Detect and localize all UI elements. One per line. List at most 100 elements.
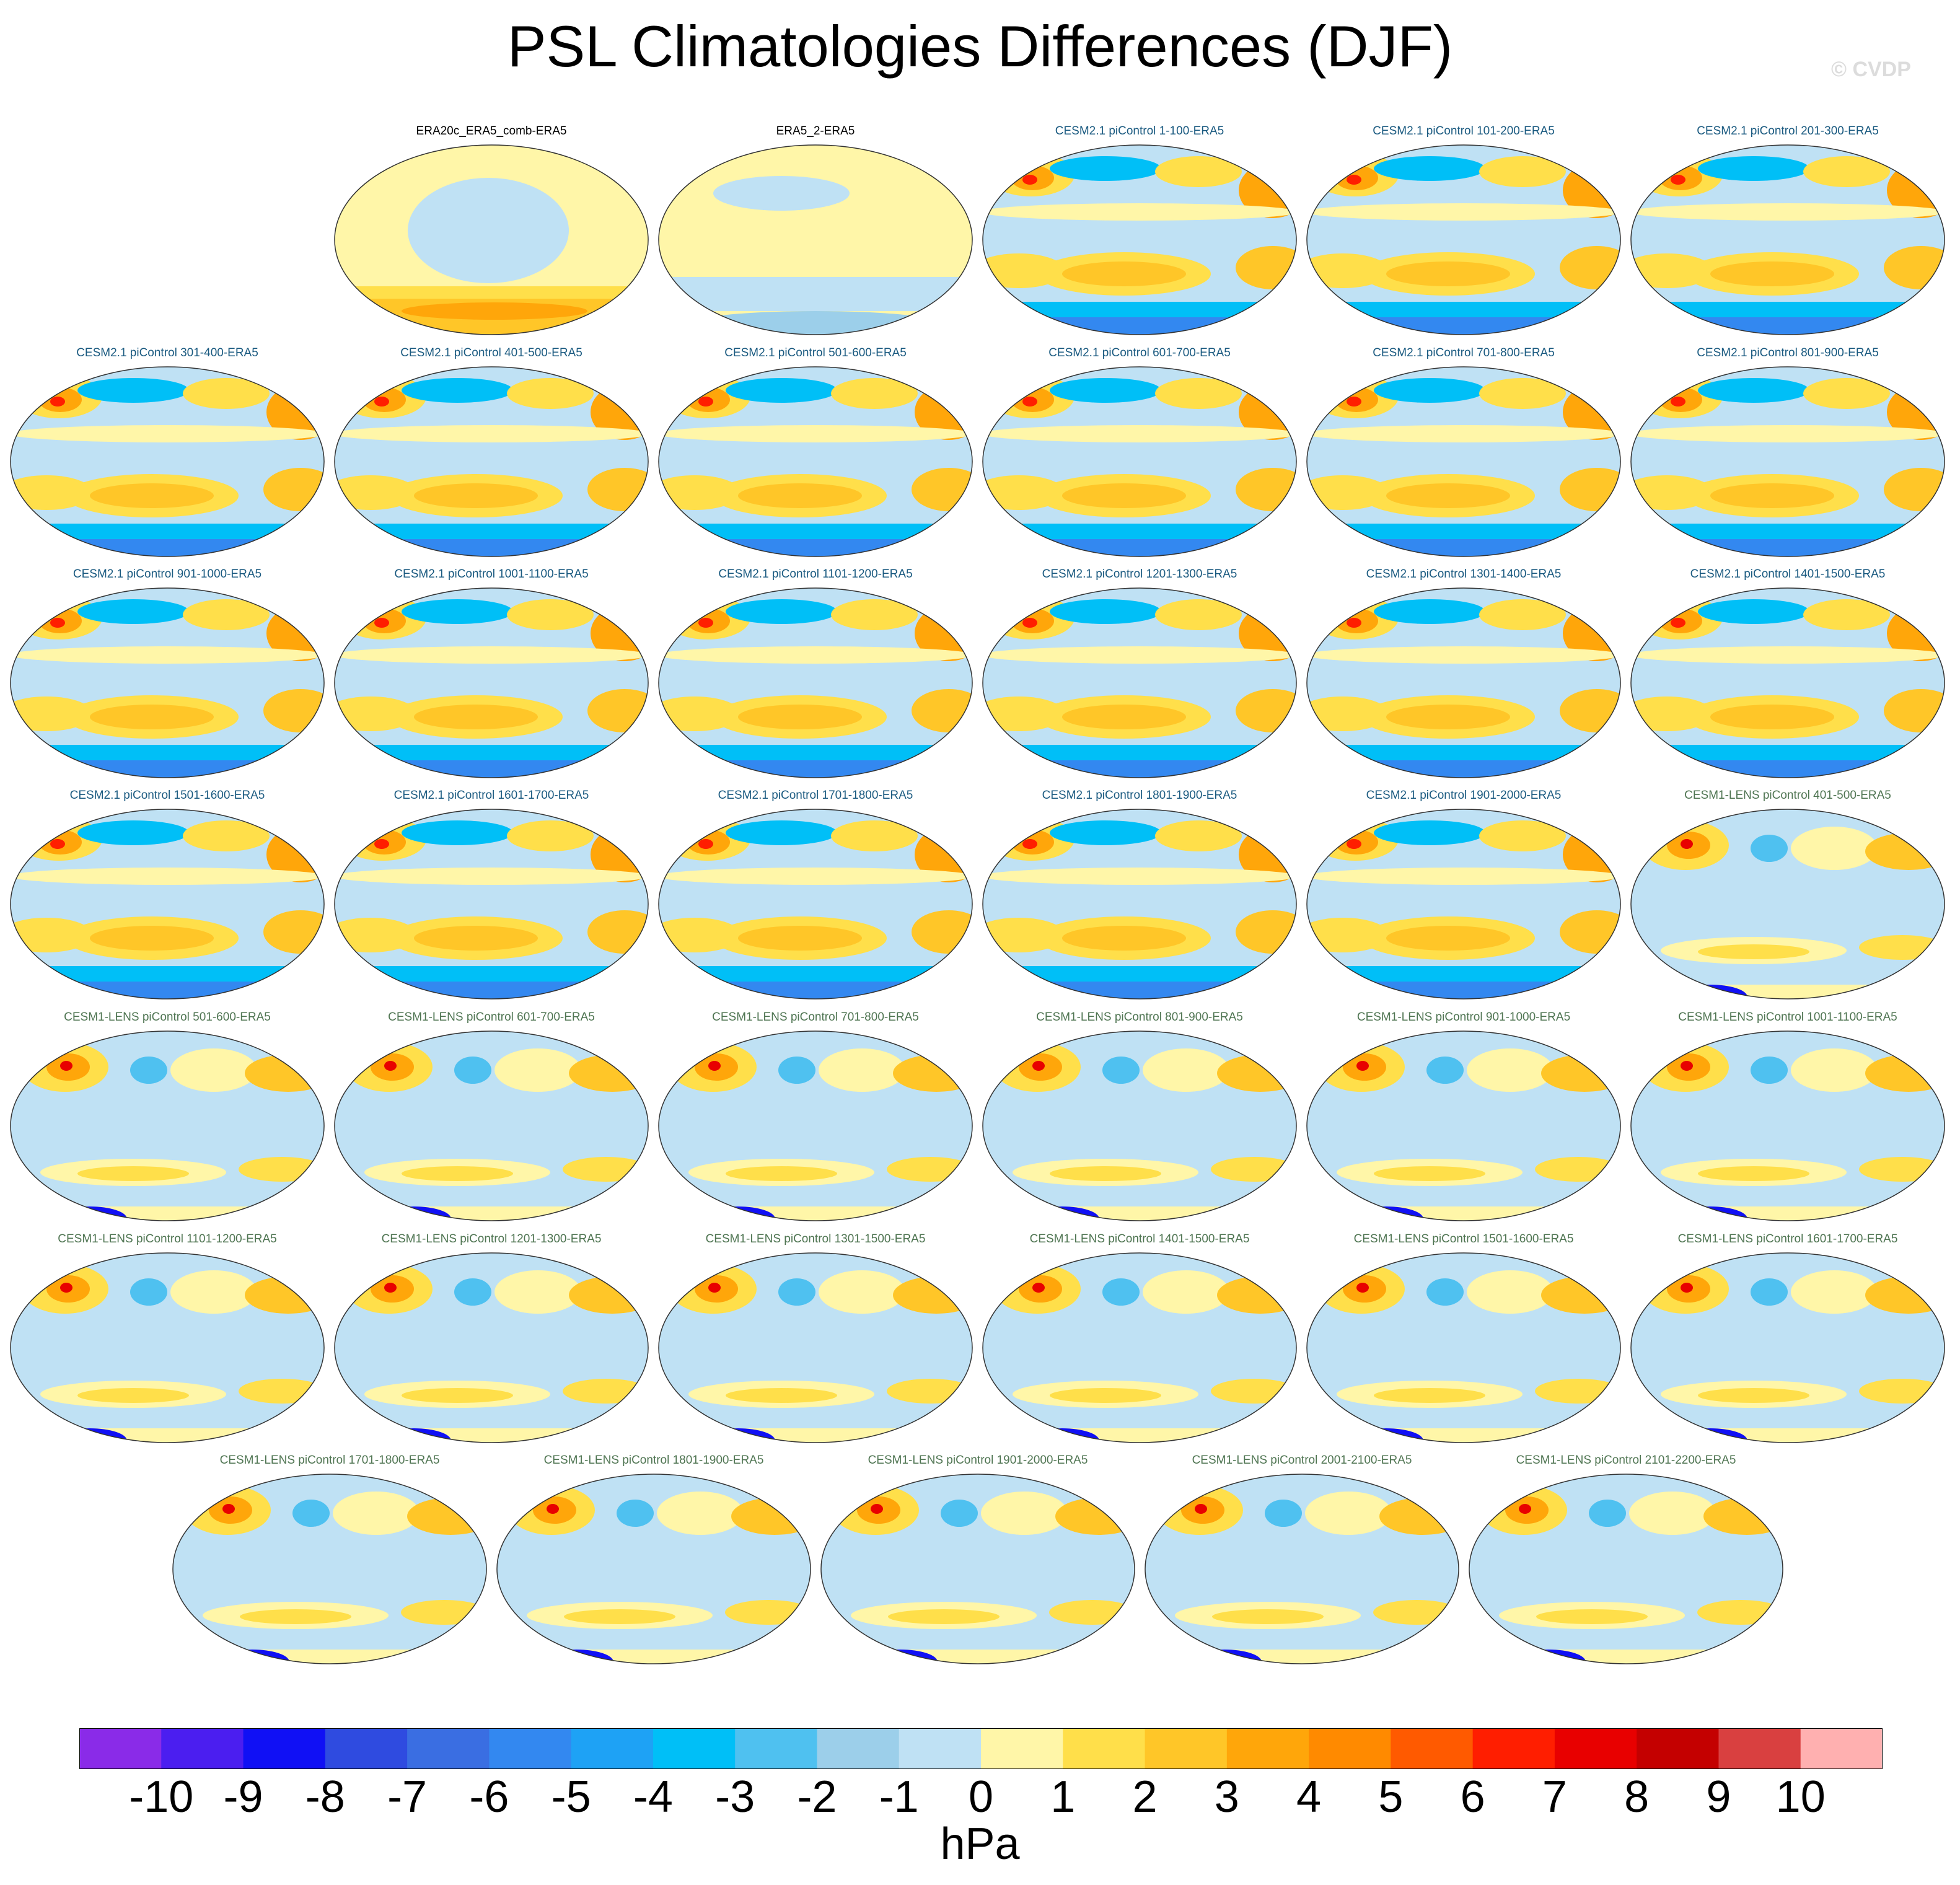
map-panel: ERA5_2-ERA5 (657, 124, 973, 338)
map-panel-title: CESM1-LENS piControl 501-600-ERA5 (64, 1011, 271, 1024)
map-panel: CESM2.1 piControl 801-900-ERA5 (1630, 346, 1946, 560)
map-panel: CESM2.1 piControl 1-100-ERA5 (982, 124, 1298, 338)
map-panel-title: CESM1-LENS piControl 2001-2100-ERA5 (1192, 1454, 1412, 1467)
map-panel: CESM1-LENS piControl 1601-1700-ERA5 (1630, 1232, 1946, 1446)
map-panel: CESM1-LENS piControl 1201-1300-ERA5 (333, 1232, 649, 1446)
map-panel: CESM2.1 piControl 501-600-ERA5 (657, 346, 973, 560)
map-panel-title: CESM1-LENS piControl 1501-1600-ERA5 (1353, 1232, 1574, 1246)
map-panel-title: CESM2.1 piControl 1801-1900-ERA5 (1042, 789, 1237, 802)
world-map (1306, 809, 1621, 1000)
world-map (658, 809, 973, 1000)
colorbar-tick-label: -10 (129, 1772, 194, 1822)
map-panel: CESM2.1 piControl 1801-1900-ERA5 (982, 788, 1298, 1002)
map-panel-title: CESM2.1 piControl 1001-1100-ERA5 (394, 568, 589, 581)
map-panel: CESM2.1 piControl 201-300-ERA5 (1630, 124, 1946, 338)
colorbar-units: hPa (940, 1819, 1020, 1869)
map-panel-title: CESM1-LENS piControl 1001-1100-ERA5 (1678, 1011, 1897, 1024)
colorbar-tick-label: -7 (387, 1772, 428, 1822)
map-panel: CESM2.1 piControl 1901-2000-ERA5 (1306, 788, 1622, 1002)
map-panel-title: CESM2.1 piControl 901-1000-ERA5 (73, 568, 262, 581)
world-map (982, 144, 1297, 335)
map-panel-title: CESM2.1 piControl 101-200-ERA5 (1373, 125, 1555, 138)
world-map (658, 1252, 973, 1443)
colorbar-swatch (1226, 1728, 1309, 1769)
world-map (658, 1030, 973, 1221)
colorbar-tick-label: -9 (223, 1772, 263, 1822)
world-map (334, 587, 649, 778)
colorbar-swatch (899, 1728, 982, 1769)
map-panel: CESM2.1 piControl 1601-1700-ERA5 (333, 788, 649, 1002)
colorbar-tick-label: -5 (551, 1772, 591, 1822)
map-panel-title: CESM1-LENS piControl 1701-1800-ERA5 (219, 1454, 440, 1467)
world-map (1306, 587, 1621, 778)
world-map (1306, 1252, 1621, 1443)
map-panel: CESM2.1 piControl 1301-1400-ERA5 (1306, 567, 1622, 781)
colorbar-swatch (325, 1728, 408, 1769)
map-panel-title: CESM1-LENS piControl 1401-1500-ERA5 (1029, 1232, 1250, 1246)
world-map (658, 144, 973, 335)
colorbar-tick-label: 1 (1050, 1772, 1076, 1822)
colorbar-tick-label: 7 (1542, 1772, 1567, 1822)
map-panel: CESM1-LENS piControl 701-800-ERA5 (657, 1010, 973, 1224)
map-panel: CESM1-LENS piControl 501-600-ERA5 (9, 1010, 325, 1224)
map-panel: CESM1-LENS piControl 401-500-ERA5 (1630, 788, 1946, 1002)
colorbar-swatch (981, 1728, 1063, 1769)
colorbar-swatch (1391, 1728, 1474, 1769)
map-panel-title: CESM1-LENS piControl 601-700-ERA5 (388, 1011, 595, 1024)
map-panel: CESM1-LENS piControl 1401-1500-ERA5 (982, 1232, 1298, 1446)
map-panel-title: CESM1-LENS piControl 701-800-ERA5 (712, 1011, 919, 1024)
map-panel: CESM2.1 piControl 1001-1100-ERA5 (333, 567, 649, 781)
world-map (982, 1030, 1297, 1221)
colorbar-swatch (1309, 1728, 1391, 1769)
map-panel-title: CESM1-LENS piControl 1601-1700-ERA5 (1677, 1232, 1898, 1246)
map-panel-title: CESM1-LENS piControl 401-500-ERA5 (1684, 789, 1891, 802)
colorbar-tick-label: -1 (879, 1772, 919, 1822)
map-panel-title: ERA20c_ERA5_comb-ERA5 (416, 125, 567, 138)
map-panel-title: CESM2.1 piControl 601-700-ERA5 (1048, 346, 1231, 359)
world-map (1630, 1030, 1945, 1221)
map-panel-title: ERA5_2-ERA5 (776, 125, 855, 138)
map-panel: ERA20c_ERA5_comb-ERA5 (333, 124, 649, 338)
map-panel-title: CESM1-LENS piControl 801-900-ERA5 (1036, 1011, 1243, 1024)
map-panel: CESM1-LENS piControl 1001-1100-ERA5 (1630, 1010, 1946, 1224)
map-panel-title: CESM2.1 piControl 1701-1800-ERA5 (718, 789, 913, 802)
world-map (1630, 144, 1945, 335)
colorbar-swatch (1145, 1728, 1228, 1769)
world-map (334, 1252, 649, 1443)
world-map (496, 1474, 811, 1664)
colorbar-swatch (1800, 1728, 1883, 1769)
map-panel-title: CESM2.1 piControl 201-300-ERA5 (1697, 125, 1879, 138)
world-map (982, 809, 1297, 1000)
map-panel-title: CESM2.1 piControl 401-500-ERA5 (400, 346, 582, 359)
world-map (658, 366, 973, 557)
map-panel-title: CESM2.1 piControl 1-100-ERA5 (1055, 125, 1224, 138)
map-panel-title: CESM2.1 piControl 1601-1700-ERA5 (393, 789, 589, 802)
colorbar-tick-label: -2 (797, 1772, 837, 1822)
colorbar-tick-label: -6 (469, 1772, 509, 1822)
map-panel-title: CESM2.1 piControl 1401-1500-ERA5 (1690, 568, 1886, 581)
world-map (334, 1030, 649, 1221)
map-panel: CESM2.1 piControl 1101-1200-ERA5 (657, 567, 973, 781)
world-map (334, 366, 649, 557)
map-panel: CESM1-LENS piControl 801-900-ERA5 (982, 1010, 1298, 1224)
world-map (10, 809, 325, 1000)
map-panel-title: CESM1-LENS piControl 1101-1200-ERA5 (58, 1232, 277, 1246)
world-map (1630, 366, 1945, 557)
map-panel-title: CESM1-LENS piControl 901-1000-ERA5 (1356, 1011, 1571, 1024)
colorbar-swatch (735, 1728, 817, 1769)
figure-title: PSL Climatologies Differences (DJF) (507, 14, 1453, 79)
world-map (1630, 809, 1945, 1000)
map-panel-title: CESM1-LENS piControl 1301-1500-ERA5 (705, 1232, 926, 1246)
colorbar-tick-label: 9 (1706, 1772, 1731, 1822)
world-map (1306, 1030, 1621, 1221)
map-panel-title: CESM2.1 piControl 1201-1300-ERA5 (1042, 568, 1237, 581)
colorbar-swatch (653, 1728, 736, 1769)
map-panel: CESM1-LENS piControl 1101-1200-ERA5 (9, 1232, 325, 1446)
world-map (1306, 144, 1621, 335)
map-panel-title: CESM2.1 piControl 1901-2000-ERA5 (1366, 789, 1562, 802)
map-panel: CESM2.1 piControl 901-1000-ERA5 (9, 567, 325, 781)
map-panel: CESM1-LENS piControl 601-700-ERA5 (333, 1010, 649, 1224)
colorbar-swatch (1637, 1728, 1719, 1769)
map-panel-title: CESM2.1 piControl 301-400-ERA5 (76, 346, 258, 359)
map-panel-title: CESM1-LENS piControl 1201-1300-ERA5 (381, 1232, 602, 1246)
